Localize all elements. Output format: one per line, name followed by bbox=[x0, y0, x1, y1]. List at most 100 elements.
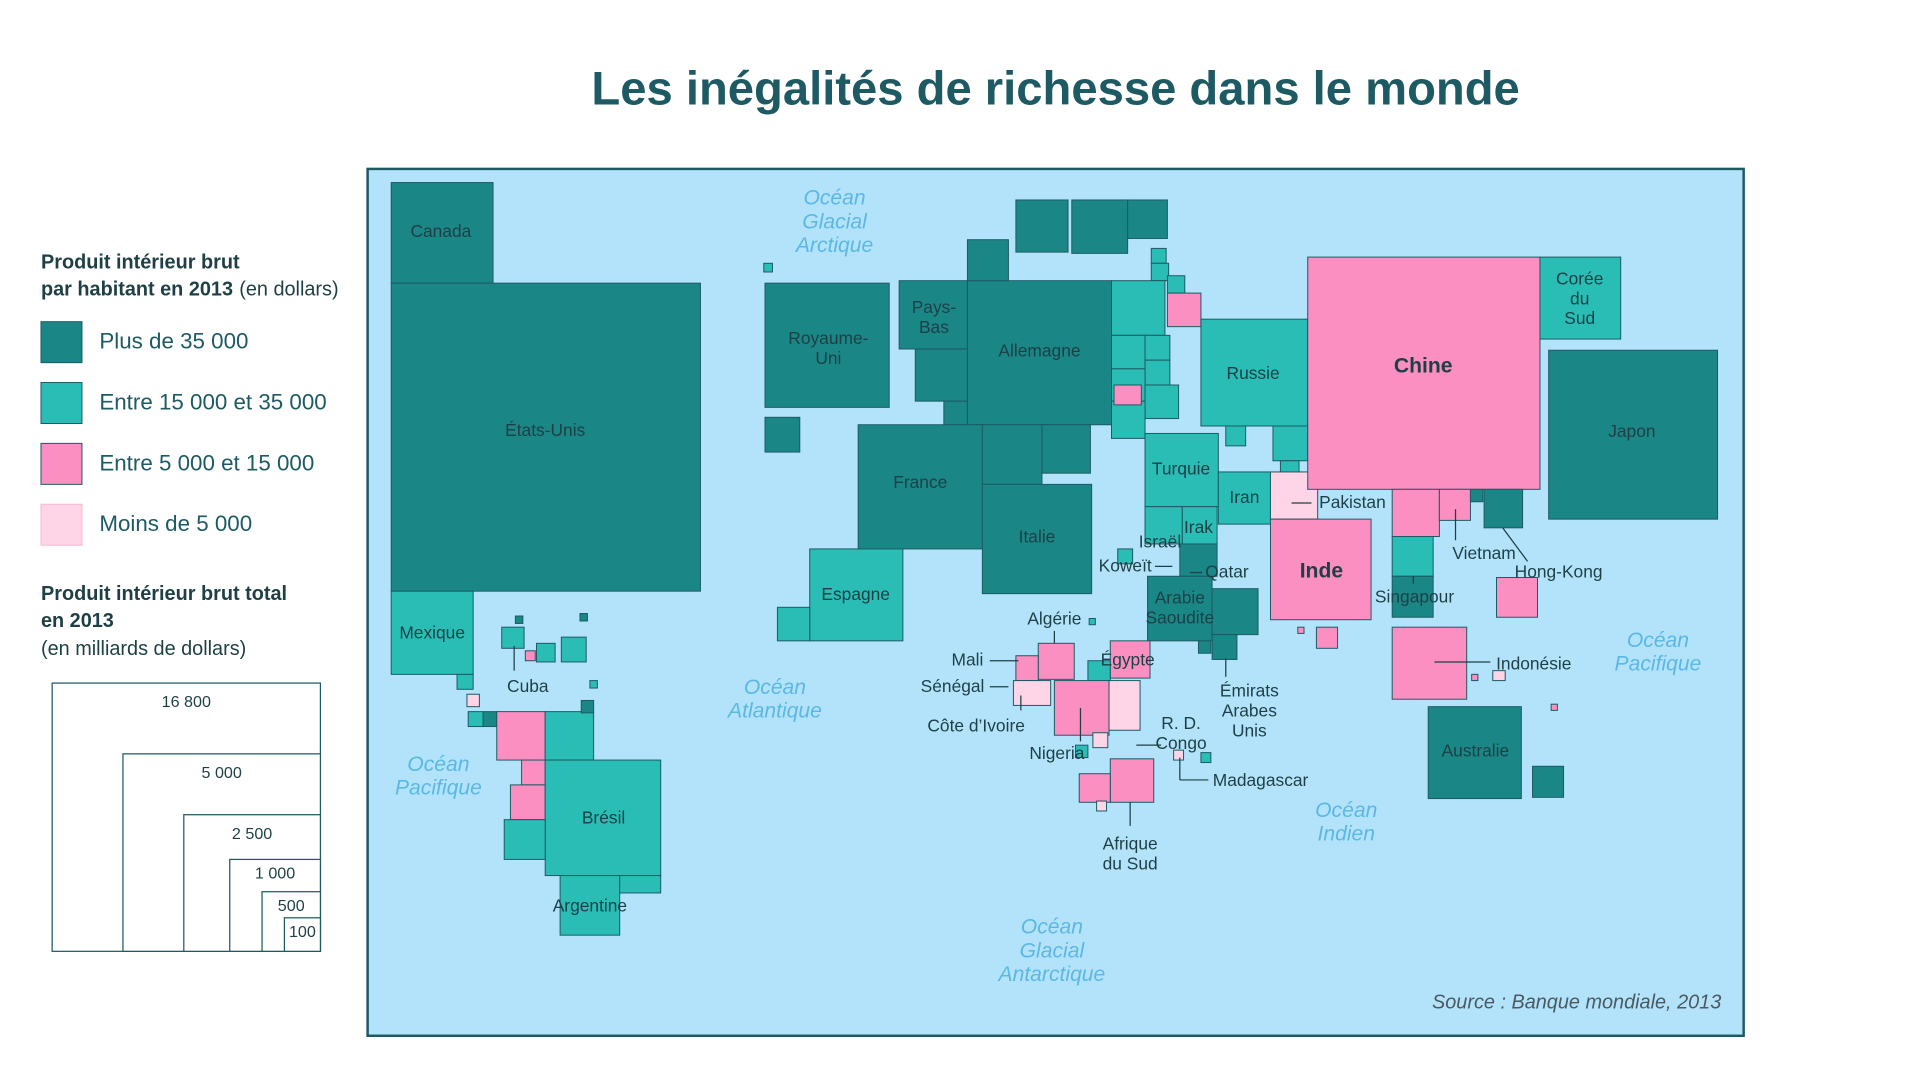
country-label-line: Iran bbox=[1229, 487, 1259, 507]
country-square bbox=[1539, 256, 1622, 340]
country-square bbox=[1117, 548, 1134, 565]
legend-swatch bbox=[40, 442, 83, 485]
country-label: Koweït bbox=[1099, 555, 1152, 575]
country-square bbox=[809, 548, 904, 642]
legend-title: Produit intérieur brut par habitant en 20… bbox=[41, 252, 339, 301]
country-square bbox=[1111, 400, 1146, 439]
country-label: Argentine bbox=[553, 895, 627, 915]
country-square bbox=[943, 400, 968, 426]
legend-item: Entre 5 000 et 15 000 bbox=[99, 450, 314, 475]
country-label: Sénégal bbox=[921, 675, 985, 695]
country-label-line: Singapour bbox=[1375, 586, 1454, 606]
country-label-line: Cuba bbox=[507, 675, 549, 695]
legend-title: Produit intérieur brut total en 2013 bbox=[41, 583, 287, 632]
country-square bbox=[1548, 349, 1719, 520]
legend-swatch bbox=[40, 503, 83, 546]
country-label-line: États-Unis bbox=[505, 420, 585, 440]
country-label-line: Bas bbox=[919, 316, 949, 336]
country-square bbox=[496, 711, 546, 761]
country-label-line: Vietnam bbox=[1452, 543, 1515, 563]
country-label: Chine bbox=[1394, 354, 1453, 377]
country-square bbox=[482, 711, 498, 728]
country-label-line: Corée bbox=[1556, 268, 1603, 288]
ocean-label-line: Océan bbox=[1021, 915, 1083, 938]
country-label-line: Algérie bbox=[1027, 608, 1081, 628]
country-label-line: R. D. bbox=[1161, 713, 1201, 733]
ocean-label-line: Pacifique bbox=[395, 776, 482, 799]
country-square bbox=[898, 280, 968, 350]
country-square bbox=[390, 182, 494, 284]
country-square bbox=[1200, 318, 1309, 427]
country-label-line: Koweït bbox=[1099, 555, 1152, 575]
country-square bbox=[914, 348, 968, 402]
scale-label: 500 bbox=[278, 897, 305, 915]
country-label: Allemagne bbox=[998, 340, 1080, 360]
country-label-line: Égypte bbox=[1101, 649, 1155, 669]
country-labels: Canada États-Unis Mexique Cuba Brésil Argenti… bbox=[399, 221, 1655, 915]
country-square bbox=[1150, 247, 1167, 264]
country-square bbox=[509, 784, 546, 821]
country-square bbox=[1307, 256, 1541, 490]
country-label: Pays-Bas bbox=[912, 297, 957, 337]
country-square bbox=[503, 819, 546, 860]
scale-label: 2 500 bbox=[232, 825, 272, 843]
country-label: Algérie bbox=[1027, 608, 1081, 628]
country-label-line: Inde bbox=[1300, 559, 1344, 582]
legend-item: Moins de 5 000 bbox=[99, 511, 252, 536]
country-label-line: Mexique bbox=[399, 622, 465, 642]
country-square bbox=[981, 483, 1093, 595]
country-label-line: Unis bbox=[1232, 720, 1267, 740]
country-square bbox=[1144, 334, 1171, 361]
country-label: Israël bbox=[1139, 531, 1182, 551]
country-square bbox=[1113, 384, 1142, 406]
country-label: Iran bbox=[1229, 487, 1259, 507]
legend-title-line: Produit intérieur brut total bbox=[41, 583, 287, 605]
country-label-line: Australie bbox=[1442, 740, 1510, 760]
country-square bbox=[1037, 642, 1075, 680]
country-square bbox=[521, 759, 546, 786]
country-label: Brésil bbox=[582, 807, 625, 827]
legend-item: Plus de 35 000 bbox=[99, 329, 248, 354]
country-square bbox=[514, 615, 524, 624]
scale-label: 1 000 bbox=[255, 865, 295, 883]
country-square bbox=[1147, 575, 1213, 642]
country-label-line: Arabes bbox=[1222, 700, 1277, 720]
country-square bbox=[1297, 626, 1305, 634]
country-square bbox=[1012, 680, 1052, 706]
country-label: Arabie Saoudite bbox=[1146, 587, 1215, 627]
country-square bbox=[1166, 292, 1202, 328]
country-label: Cuba bbox=[507, 675, 549, 695]
ocean-label-line: Atlantique bbox=[726, 699, 822, 722]
country-square bbox=[1041, 424, 1091, 474]
country-label-line: Afrique bbox=[1103, 833, 1158, 853]
country-square bbox=[966, 280, 1113, 426]
country-label-line: Pays- bbox=[912, 297, 957, 317]
ocean-label-line: Pacifique bbox=[1615, 652, 1702, 675]
country-square bbox=[1111, 280, 1166, 336]
country-label: Mali bbox=[952, 649, 984, 669]
legend-title-line: Produit intérieur brut bbox=[41, 252, 240, 274]
source: Source : Banque mondiale, 2013 bbox=[1432, 992, 1721, 1014]
country-square bbox=[1471, 673, 1479, 682]
country-label-line: Irak bbox=[1184, 516, 1213, 536]
country-square bbox=[966, 239, 1009, 282]
ocean-label: Océan Atlantique bbox=[726, 676, 822, 723]
country-label: Australie bbox=[1442, 740, 1510, 760]
country-label: Pakistan bbox=[1319, 492, 1386, 512]
country-label: Afrique du Sud bbox=[1103, 833, 1158, 873]
country-square bbox=[1015, 199, 1069, 253]
country-label-line: Nigeria bbox=[1029, 742, 1084, 762]
country-square bbox=[1427, 706, 1522, 800]
country-label: Madagascar bbox=[1213, 770, 1309, 790]
country-square bbox=[501, 626, 525, 649]
country-square bbox=[1092, 732, 1109, 749]
country-square bbox=[1144, 384, 1180, 420]
country-label: Qatar bbox=[1205, 561, 1249, 581]
ocean-label-line: Océan bbox=[803, 186, 865, 209]
country-square bbox=[1492, 670, 1506, 682]
country-square bbox=[1144, 506, 1183, 545]
country-label-line: Pakistan bbox=[1319, 492, 1386, 512]
country-label-line: Qatar bbox=[1205, 561, 1249, 581]
ocean-label-line: Indien bbox=[1317, 822, 1375, 845]
country-square bbox=[1109, 640, 1151, 679]
